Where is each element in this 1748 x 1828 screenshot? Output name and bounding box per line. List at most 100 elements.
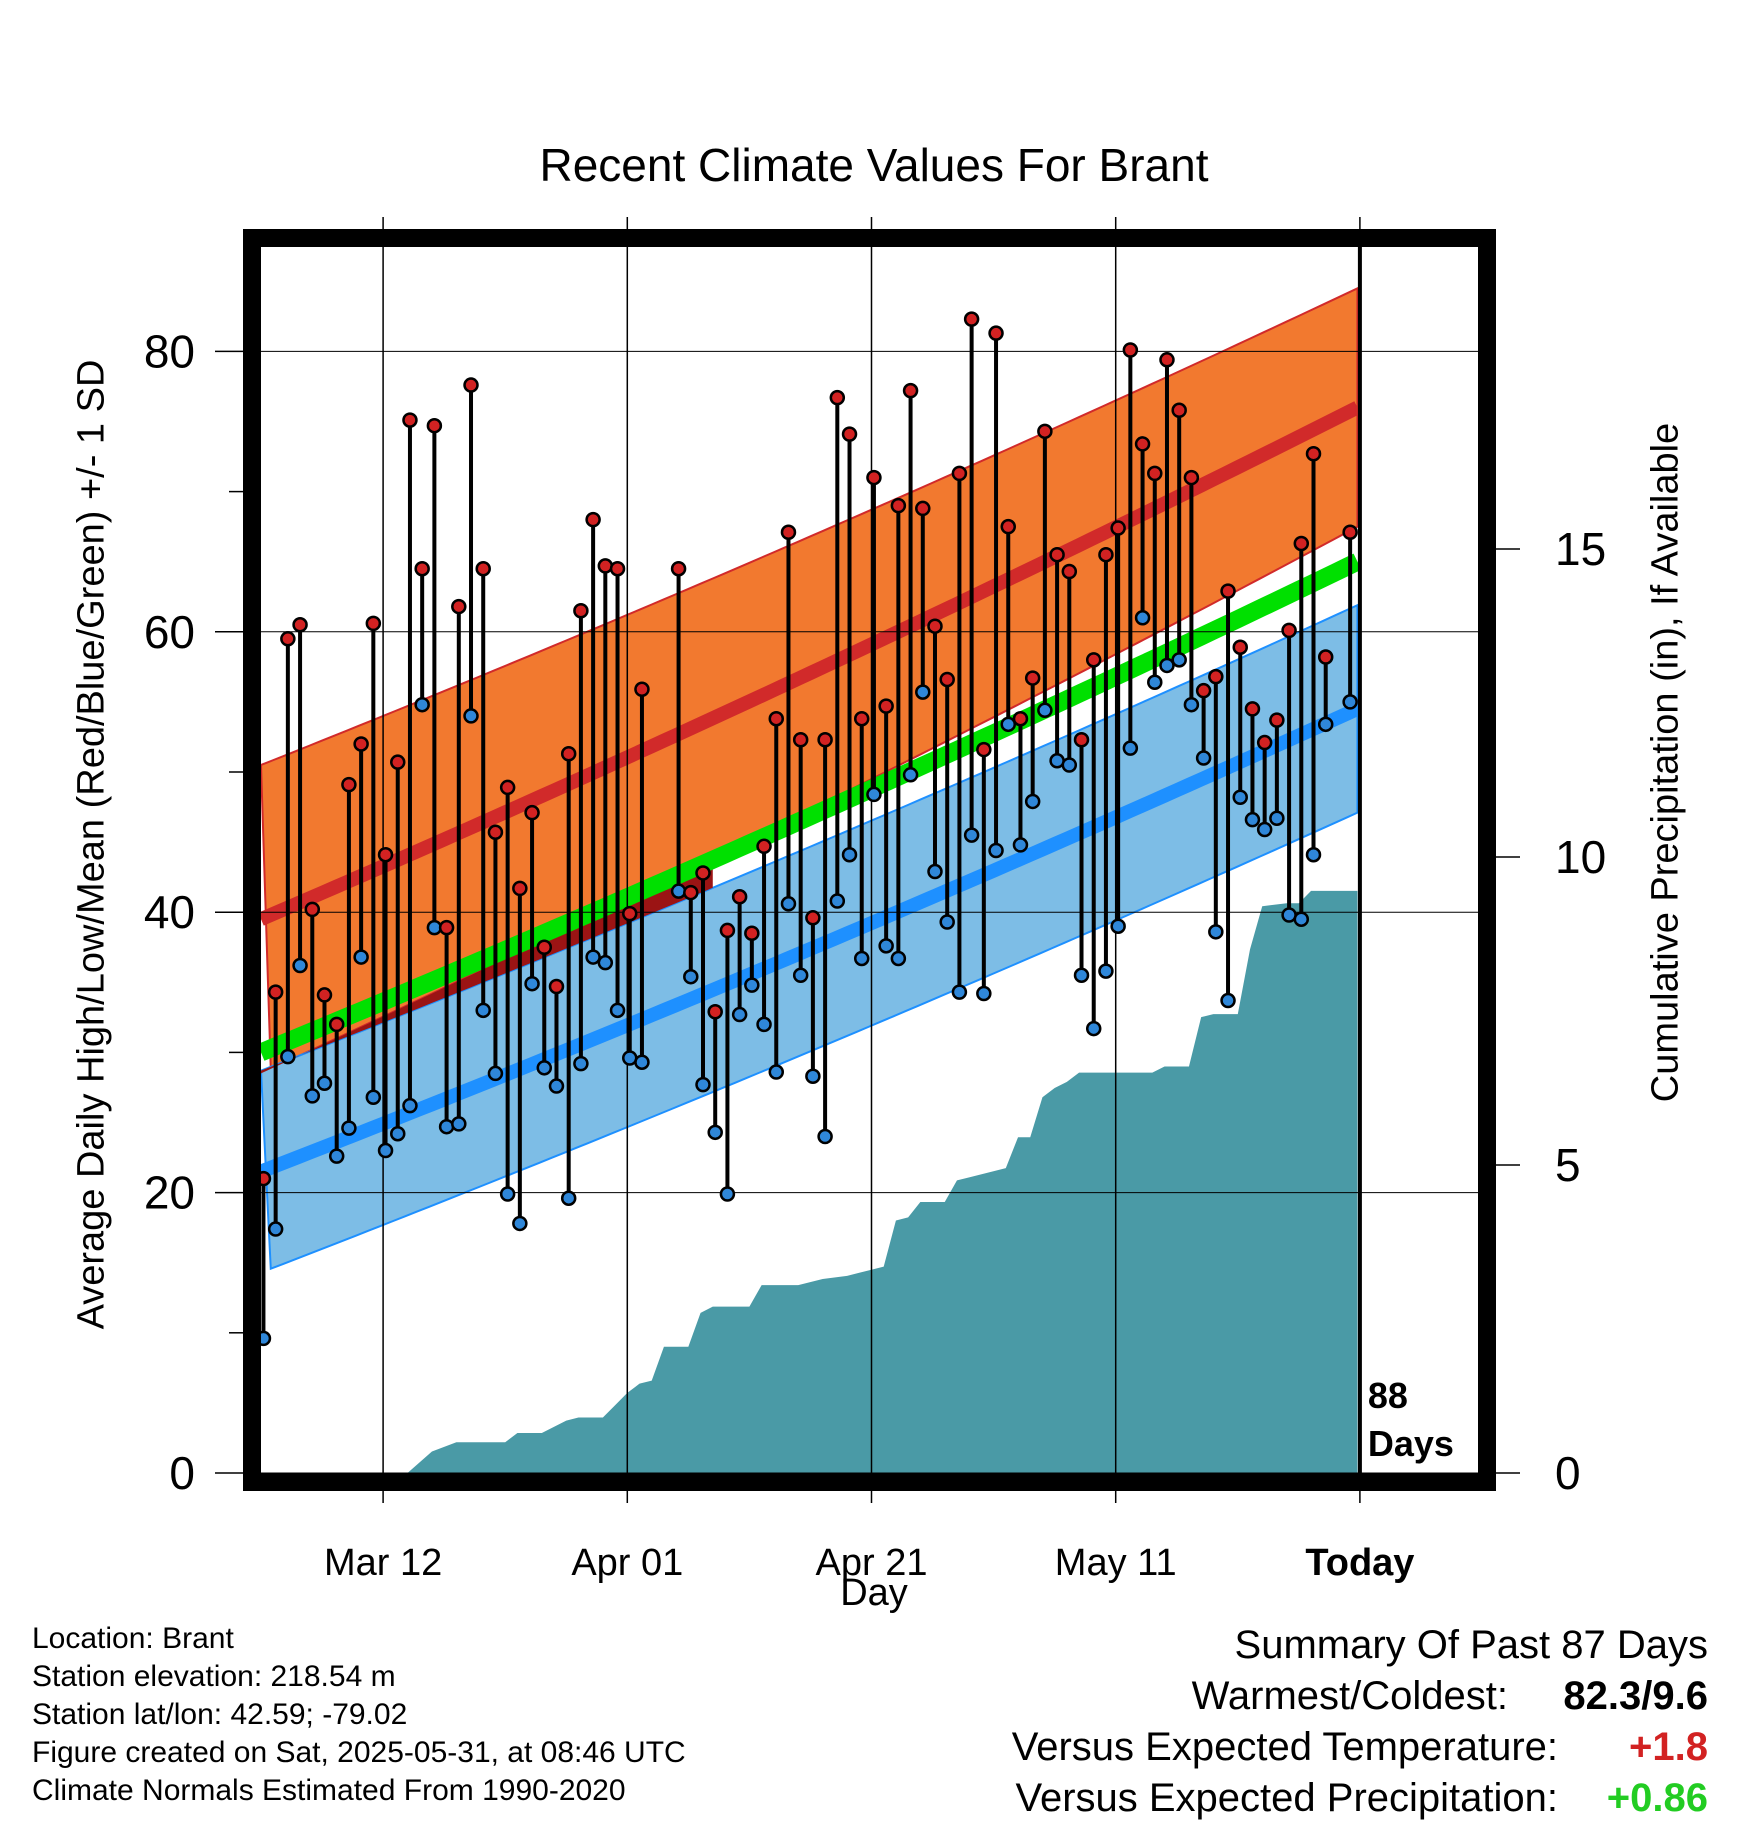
high-point bbox=[426, 417, 443, 434]
low-point bbox=[841, 846, 858, 863]
y-tick-label: 80 bbox=[144, 325, 195, 377]
high-point bbox=[475, 560, 491, 577]
low-point bbox=[609, 1002, 626, 1019]
high-point bbox=[390, 754, 406, 770]
days-annotation: Days bbox=[1368, 1423, 1454, 1464]
high-point bbox=[573, 603, 589, 619]
temp-anomaly-label: Versus Expected Temperature: bbox=[1011, 1725, 1558, 1769]
low-point bbox=[1171, 652, 1187, 668]
low-point bbox=[1147, 674, 1163, 691]
low-point bbox=[829, 893, 846, 909]
high-point bbox=[939, 671, 955, 688]
low-point bbox=[915, 684, 931, 700]
high-point bbox=[621, 905, 638, 922]
low-point bbox=[1024, 793, 1041, 810]
high-point bbox=[1269, 712, 1285, 728]
x-tick-label: Today bbox=[1305, 1542, 1414, 1584]
low-point bbox=[951, 984, 968, 1000]
high-point bbox=[902, 382, 919, 399]
low-point bbox=[1220, 992, 1236, 1009]
low-point bbox=[1317, 716, 1334, 733]
high-point bbox=[1134, 436, 1151, 452]
high-point bbox=[1232, 639, 1248, 655]
high-point bbox=[841, 426, 858, 442]
high-point bbox=[1305, 445, 1322, 462]
low-point bbox=[463, 708, 479, 724]
high-point bbox=[695, 865, 711, 881]
low-point bbox=[1110, 918, 1126, 934]
x-tick-label: Mar 12 bbox=[324, 1542, 442, 1584]
high-point bbox=[927, 618, 943, 634]
high-point bbox=[1049, 546, 1065, 563]
low-point bbox=[988, 842, 1004, 859]
y-axis-label: Average Daily High/Low/Mean (Red/Blue/Gr… bbox=[70, 359, 113, 1330]
low-point bbox=[744, 977, 760, 993]
high-point bbox=[1012, 710, 1029, 727]
high-point bbox=[512, 880, 528, 897]
high-point bbox=[707, 1003, 723, 1020]
high-point bbox=[1037, 423, 1053, 440]
low-point bbox=[341, 1120, 357, 1136]
high-point bbox=[292, 617, 308, 633]
x-tick-label: Apr 21 bbox=[816, 1542, 928, 1584]
high-point bbox=[1147, 465, 1163, 482]
high-point bbox=[548, 978, 565, 995]
low-point bbox=[792, 967, 809, 984]
high-point bbox=[365, 615, 382, 632]
low-point bbox=[1122, 740, 1139, 756]
high-point bbox=[915, 500, 931, 517]
high-point bbox=[609, 560, 626, 577]
low-point bbox=[719, 1186, 736, 1202]
axis-ticks bbox=[215, 350, 1520, 1474]
high-point bbox=[976, 741, 992, 758]
low-point bbox=[853, 950, 870, 967]
high-point bbox=[829, 389, 846, 406]
high-point bbox=[438, 919, 455, 936]
normals-text: Climate Normals Estimated From 1990-2020 bbox=[32, 1774, 626, 1807]
y2-axis-label: Cumulative Precipitation (in), If Availa… bbox=[1644, 422, 1687, 1103]
high-point bbox=[1061, 563, 1078, 580]
y2-tick-label: 10 bbox=[1555, 831, 1606, 883]
low-point bbox=[1342, 694, 1358, 710]
summary-panel: Summary Of Past 87 Days Warmest/Coldest:… bbox=[1012, 1620, 1708, 1824]
y-tick-label: 0 bbox=[169, 1447, 195, 1499]
latlon-text: Station lat/lon: 42.59; -79.02 bbox=[32, 1698, 408, 1731]
low-point bbox=[597, 954, 614, 971]
plot-frame bbox=[243, 229, 1496, 1491]
low-point bbox=[1012, 837, 1029, 853]
high-point bbox=[817, 732, 833, 748]
high-point bbox=[1098, 546, 1114, 563]
high-point bbox=[1317, 649, 1334, 665]
y-tick-label: 20 bbox=[144, 1167, 195, 1219]
low-point bbox=[414, 696, 430, 713]
low-point bbox=[1256, 821, 1273, 838]
low-point bbox=[499, 1186, 516, 1202]
low-point bbox=[512, 1215, 528, 1232]
high-point bbox=[463, 377, 479, 393]
low-point bbox=[768, 1064, 785, 1080]
low-point bbox=[280, 1048, 296, 1065]
y2-tick-label: 5 bbox=[1555, 1139, 1581, 1191]
high-point bbox=[560, 746, 577, 762]
high-point bbox=[1281, 622, 1297, 639]
high-point bbox=[1110, 520, 1126, 536]
high-mean-line bbox=[258, 401, 1361, 926]
chart-title: Recent Climate Values For Brant bbox=[539, 139, 1209, 191]
low-point bbox=[1293, 911, 1310, 927]
low-point bbox=[1305, 846, 1322, 863]
station-info: Location: Brant Station elevation: 218.5… bbox=[32, 1620, 686, 1810]
low-point bbox=[731, 1006, 748, 1023]
mean-line bbox=[257, 553, 1362, 1061]
high-point bbox=[1244, 701, 1261, 717]
high-point bbox=[304, 901, 321, 918]
low-point bbox=[267, 1221, 284, 1237]
high-point bbox=[1073, 732, 1090, 748]
low-point bbox=[328, 1148, 345, 1164]
x-tick-label: Apr 01 bbox=[571, 1542, 683, 1584]
high-point bbox=[1208, 668, 1224, 685]
low-point bbox=[1232, 789, 1248, 805]
high-point bbox=[1293, 535, 1310, 552]
high-point bbox=[280, 631, 296, 647]
low-point bbox=[390, 1125, 406, 1142]
low-point bbox=[548, 1078, 565, 1094]
